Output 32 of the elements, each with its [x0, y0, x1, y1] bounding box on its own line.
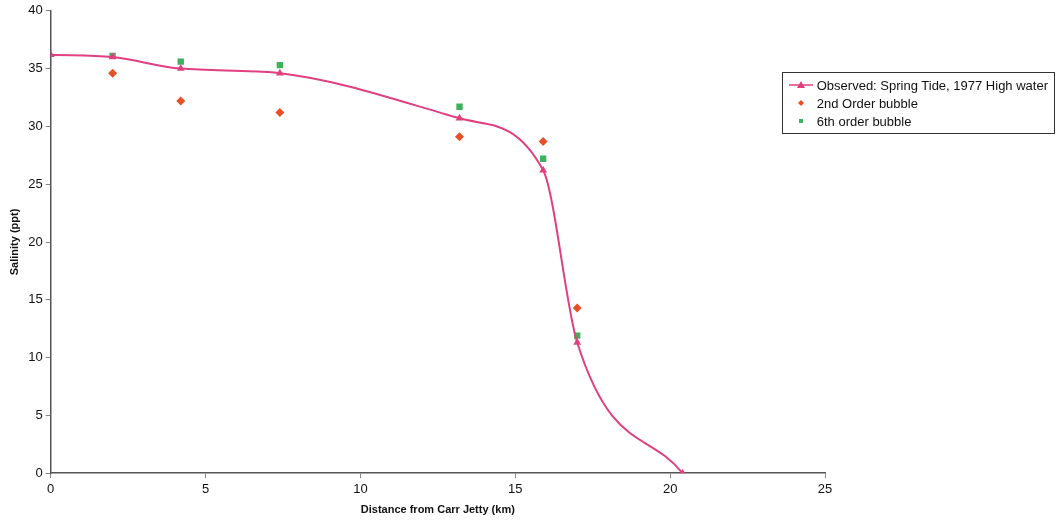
point — [456, 103, 463, 110]
x-tick-label: 5 — [201, 480, 210, 496]
legend-label: 6th order bubble — [816, 113, 912, 129]
legend-label: Observed: Spring Tide, 1977 High water — [816, 77, 1048, 93]
y-tick-label: 10 — [28, 349, 43, 365]
point — [275, 108, 285, 118]
x-tick-label: 15 — [508, 480, 523, 496]
y-axis-title: Salinity (ppt) — [7, 208, 20, 276]
y-tick-label: 35 — [28, 60, 43, 76]
x-tick-label: 25 — [817, 480, 833, 496]
point — [572, 303, 582, 313]
y-tick-label: 15 — [28, 291, 43, 307]
y-tick-label: 0 — [35, 464, 43, 480]
point — [538, 136, 548, 146]
legend-label: 2nd Order bubble — [816, 95, 918, 111]
x-tick-label: 0 — [47, 480, 55, 496]
x-tick-label: 20 — [662, 480, 678, 496]
point — [455, 113, 464, 121]
point — [177, 58, 184, 65]
point — [108, 68, 118, 78]
point — [455, 132, 465, 142]
y-tick-label: 30 — [28, 117, 43, 133]
y-tick-label: 20 — [28, 233, 43, 249]
point — [539, 165, 548, 173]
y-tick-label: 5 — [35, 406, 43, 422]
y-tick-label: 25 — [28, 175, 43, 191]
point — [573, 338, 582, 345]
x-tick-label: 10 — [353, 480, 368, 496]
y-tick-label: 40 — [28, 2, 43, 18]
x-axis-title: Distance from Carr Jetty (km) — [360, 503, 516, 516]
point — [176, 64, 185, 71]
point — [176, 96, 186, 106]
